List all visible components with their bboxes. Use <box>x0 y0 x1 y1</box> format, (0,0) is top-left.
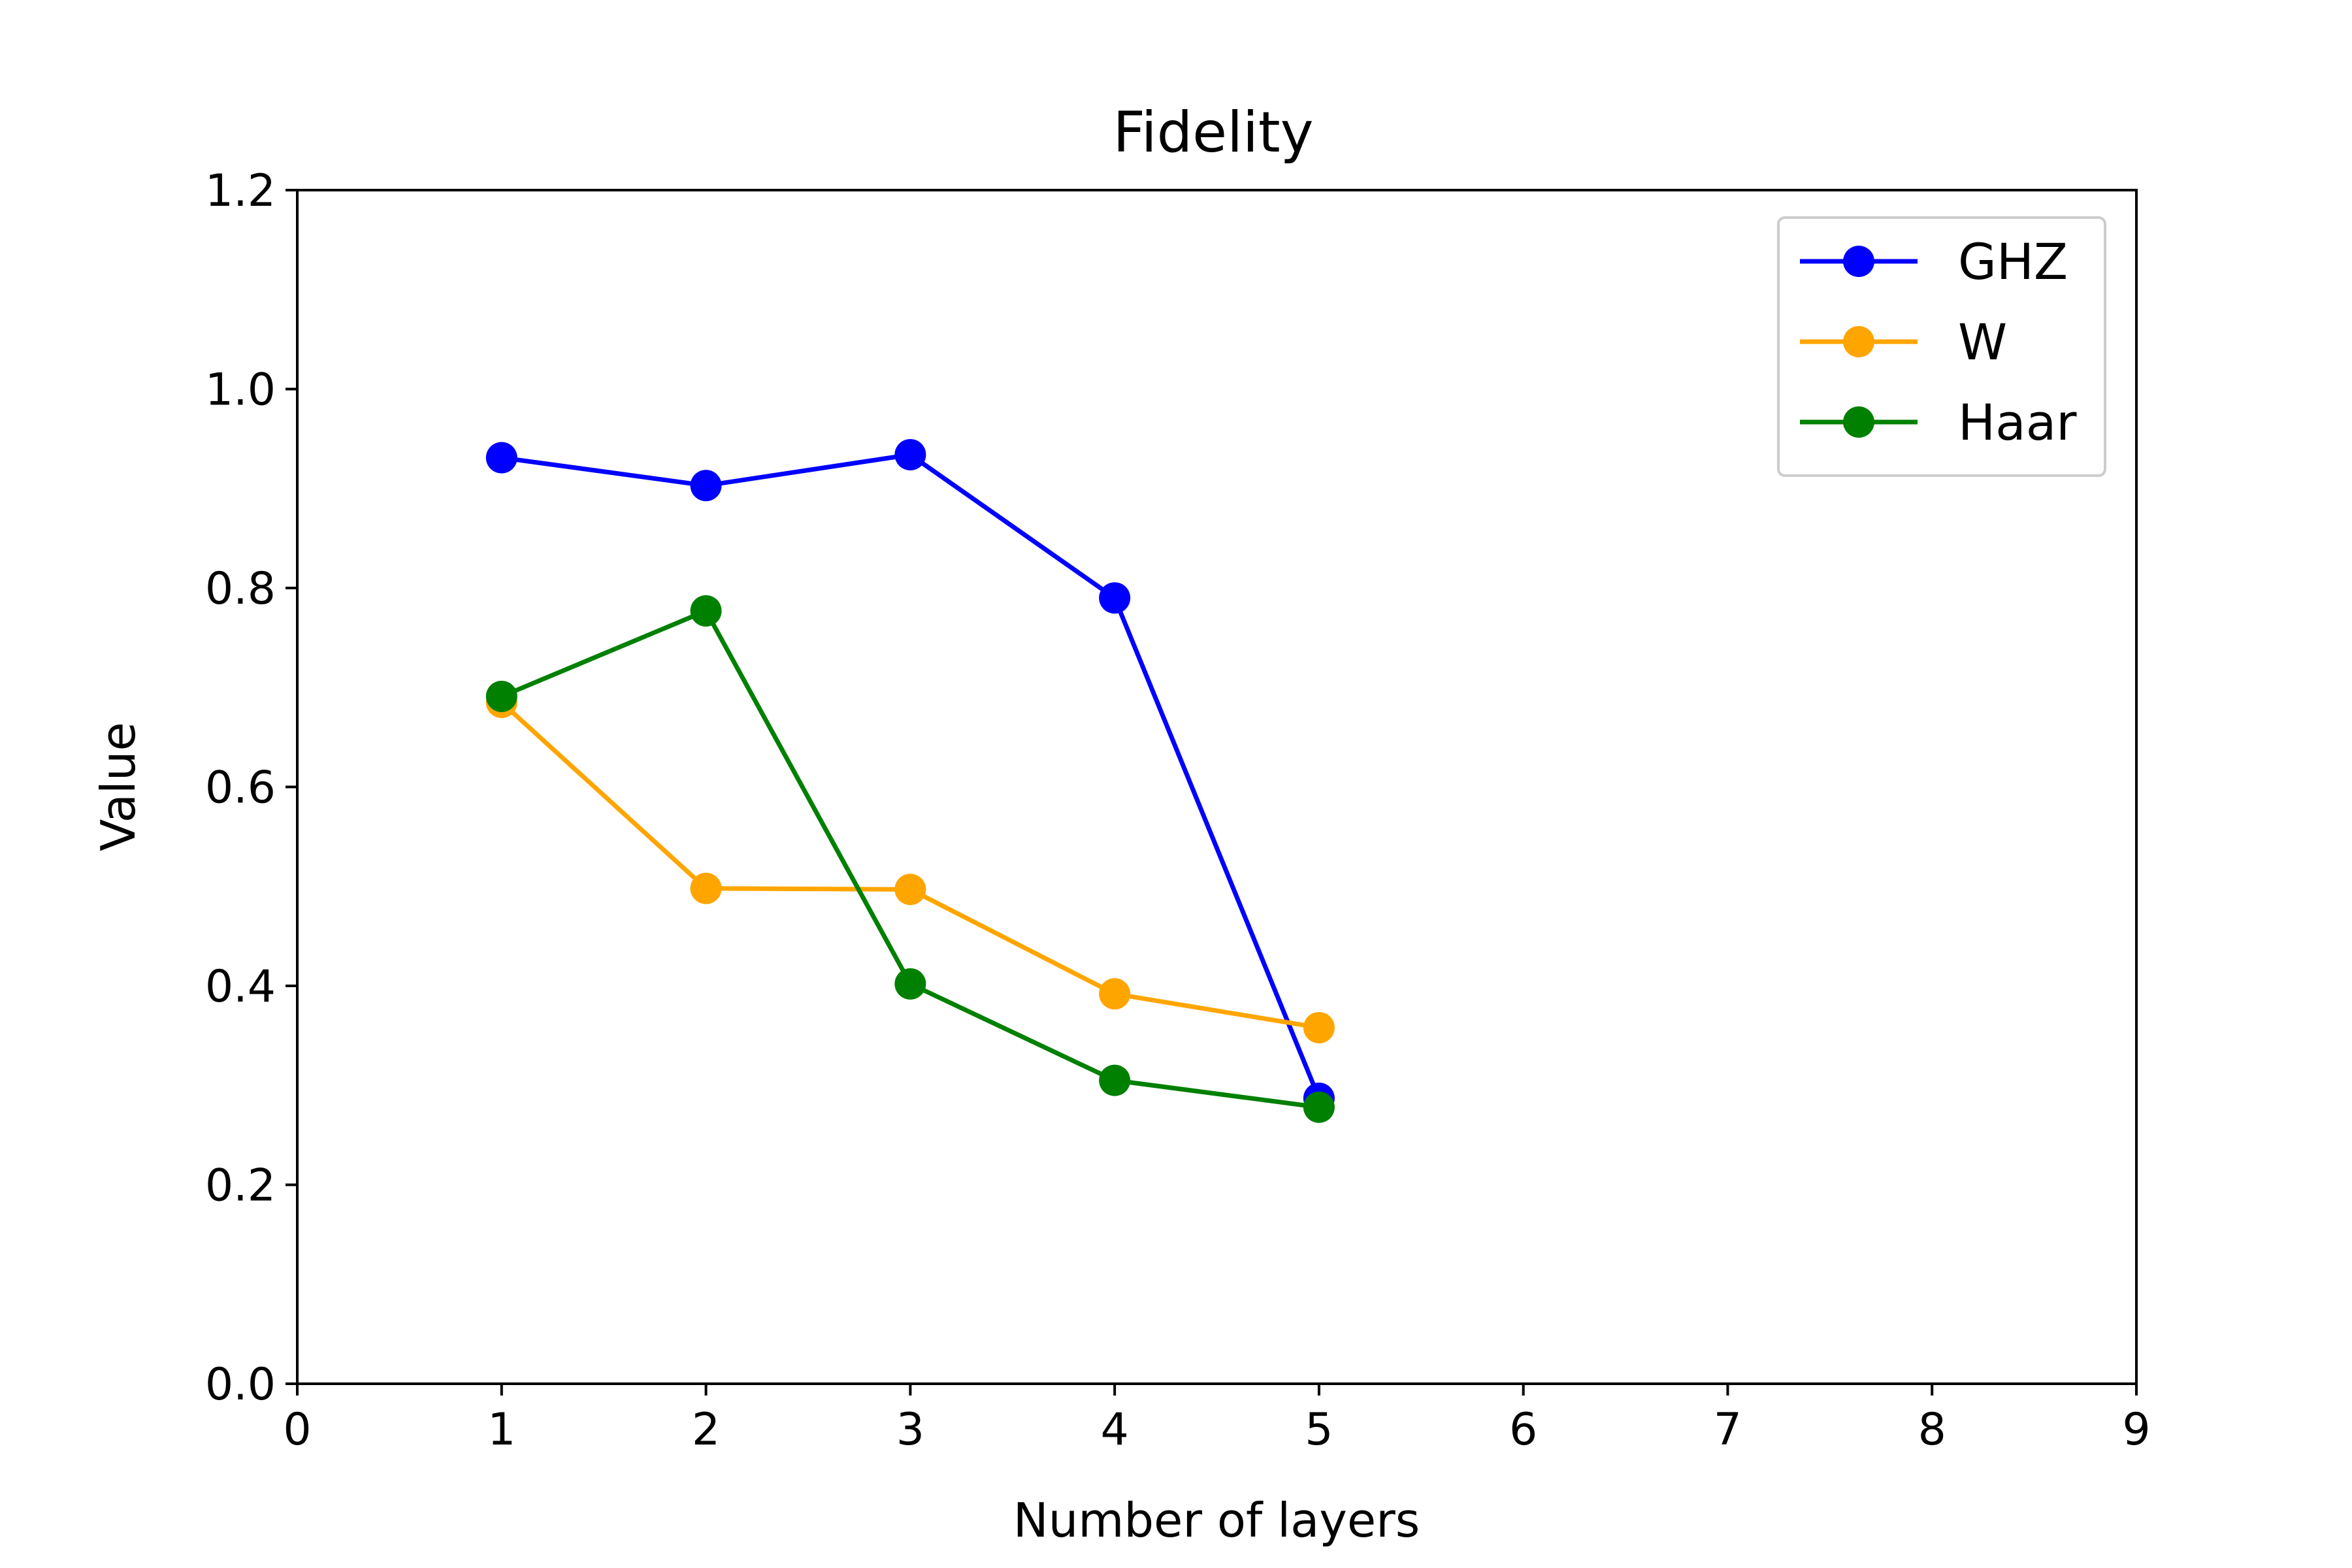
data-point <box>894 874 926 906</box>
data-point <box>1303 1091 1335 1123</box>
y-tick-label: 1.0 <box>205 365 276 416</box>
data-point <box>1099 582 1131 614</box>
legend-label: GHZ <box>1958 233 2068 291</box>
series-layer <box>485 438 1335 1123</box>
x-tick-label: 8 <box>1918 1404 1946 1456</box>
series-w <box>485 687 1335 1043</box>
data-point <box>1099 978 1131 1010</box>
data-point <box>485 680 517 712</box>
x-tick-label: 4 <box>1100 1404 1128 1456</box>
x-tick-label: 0 <box>283 1404 311 1456</box>
data-point <box>894 438 926 470</box>
legend-marker <box>1843 246 1874 277</box>
chart-title: Fidelity <box>1113 100 1313 165</box>
x-axis-label: Number of layers <box>1013 1493 1420 1548</box>
y-axis-label: Value <box>91 722 146 851</box>
legend: GHZ W Haar <box>1777 216 2106 477</box>
y-tick-label: 0.8 <box>205 563 276 615</box>
data-point <box>485 442 517 474</box>
x-tick-label: 1 <box>487 1404 515 1456</box>
series-haar <box>485 595 1335 1123</box>
legend-item-ghz: GHZ <box>1800 233 2068 291</box>
series-line <box>501 452 1322 1100</box>
data-point <box>1303 1011 1335 1043</box>
legend-item-haar: Haar <box>1800 393 2077 451</box>
x-tick-label: 6 <box>1509 1404 1537 1456</box>
x-tick-label: 5 <box>1305 1404 1333 1456</box>
x-tick-label: 9 <box>2122 1404 2150 1456</box>
y-tick-label: 0.6 <box>205 762 276 814</box>
x-tick-label: 7 <box>1714 1404 1742 1456</box>
x-axis: 0 1 2 3 4 5 6 7 8 9 <box>283 1384 2151 1456</box>
y-tick-label: 0.2 <box>205 1160 276 1212</box>
y-tick-label: 1.2 <box>205 165 276 217</box>
y-tick-label: 0.4 <box>205 961 276 1013</box>
y-axis: 0.0 0.2 0.4 0.6 0.8 1.0 1.2 <box>205 165 297 1411</box>
series-ghz <box>485 438 1335 1115</box>
data-point <box>690 470 722 502</box>
legend-item-w: W <box>1800 313 2007 371</box>
legend-marker <box>1843 406 1874 438</box>
data-point <box>1099 1064 1131 1096</box>
data-point <box>894 968 926 1000</box>
series-line <box>500 608 1320 1110</box>
legend-label: W <box>1958 313 2007 371</box>
y-tick-label: 0.0 <box>205 1359 276 1411</box>
x-tick-label: 3 <box>896 1404 924 1456</box>
data-point <box>690 595 722 627</box>
legend-marker <box>1843 326 1874 357</box>
legend-label: Haar <box>1958 393 2077 451</box>
x-tick-label: 2 <box>692 1404 720 1456</box>
data-point <box>690 872 722 904</box>
